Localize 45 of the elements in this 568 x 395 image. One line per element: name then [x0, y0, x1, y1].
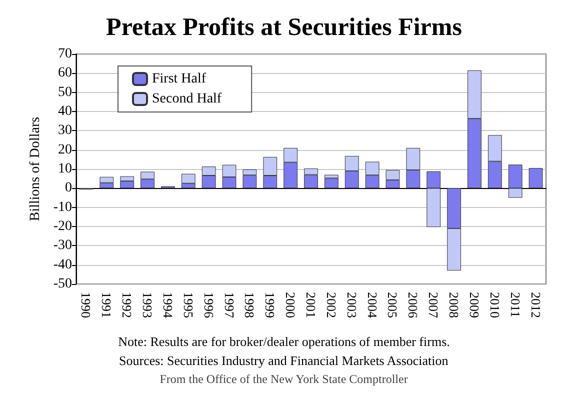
- x-tick-label: 2001: [304, 292, 318, 318]
- text: Note: Results are for broker/dealer operations of member firms.: [118, 334, 450, 349]
- x-tick-label: 1991: [99, 292, 114, 318]
- x-tick-label: 1996: [201, 292, 216, 318]
- y-tick-label: 50: [58, 84, 72, 100]
- y-tick-label: -50: [53, 276, 72, 292]
- x-tick-label: 1993: [140, 292, 156, 318]
- y-tick-label: 0: [65, 180, 72, 196]
- y-tick-label: 40: [58, 104, 72, 119]
- y-axis-title: Billions of Dollars: [28, 116, 43, 222]
- x-tick-label: 1999: [262, 292, 278, 318]
- x-tick-label: 2006: [406, 292, 421, 318]
- x-tick-label: 1994: [160, 292, 176, 318]
- x-tick-label: 2009: [466, 292, 482, 318]
- x-tick-label: 2004: [364, 292, 380, 318]
- bar: [324, 178, 338, 188]
- legend-label: First Half: [152, 72, 206, 86]
- bar: [528, 168, 543, 188]
- text: From the Office of the New York State Comptroller: [160, 372, 408, 386]
- y-tick-label: 20: [58, 142, 72, 158]
- x-tick-label: 2003: [344, 292, 360, 318]
- legend-label: Second Half: [152, 92, 222, 106]
- x-tick-label: 2002: [324, 292, 339, 318]
- x-tick-label: 1995: [180, 292, 196, 318]
- x-tick-label: 2000: [283, 292, 298, 318]
- x-tick-label: 1990: [78, 292, 94, 318]
- x-tick-label: 2012: [528, 292, 544, 318]
- y-tick-label: 10: [58, 162, 72, 176]
- x-tick-label: 2007: [426, 292, 442, 318]
- source-note: Sources: Securities Industry and Financial Markets Association: [119, 353, 449, 368]
- x-tick-label: 1997: [222, 292, 237, 318]
- y-tick-label: -10: [53, 200, 72, 215]
- y-tick-label: 60: [58, 66, 72, 81]
- x-tick-label: 2005: [385, 292, 400, 318]
- y-tick-label: -40: [53, 257, 72, 272]
- x-tick-label: 1992: [120, 292, 135, 318]
- y-tick-label: -20: [53, 219, 72, 234]
- x-tick-label: 2010: [487, 292, 502, 318]
- y-tick-label: 30: [58, 123, 72, 138]
- x-tick-label: 2011: [508, 292, 523, 318]
- y-tick-label: -30: [53, 238, 72, 254]
- x-tick-label: 1998: [242, 292, 258, 318]
- y-tick-label: 70: [58, 46, 72, 62]
- chart-title: Pretax Profits at Securities Firms: [106, 14, 462, 41]
- x-tick-label: 2008: [446, 292, 462, 318]
